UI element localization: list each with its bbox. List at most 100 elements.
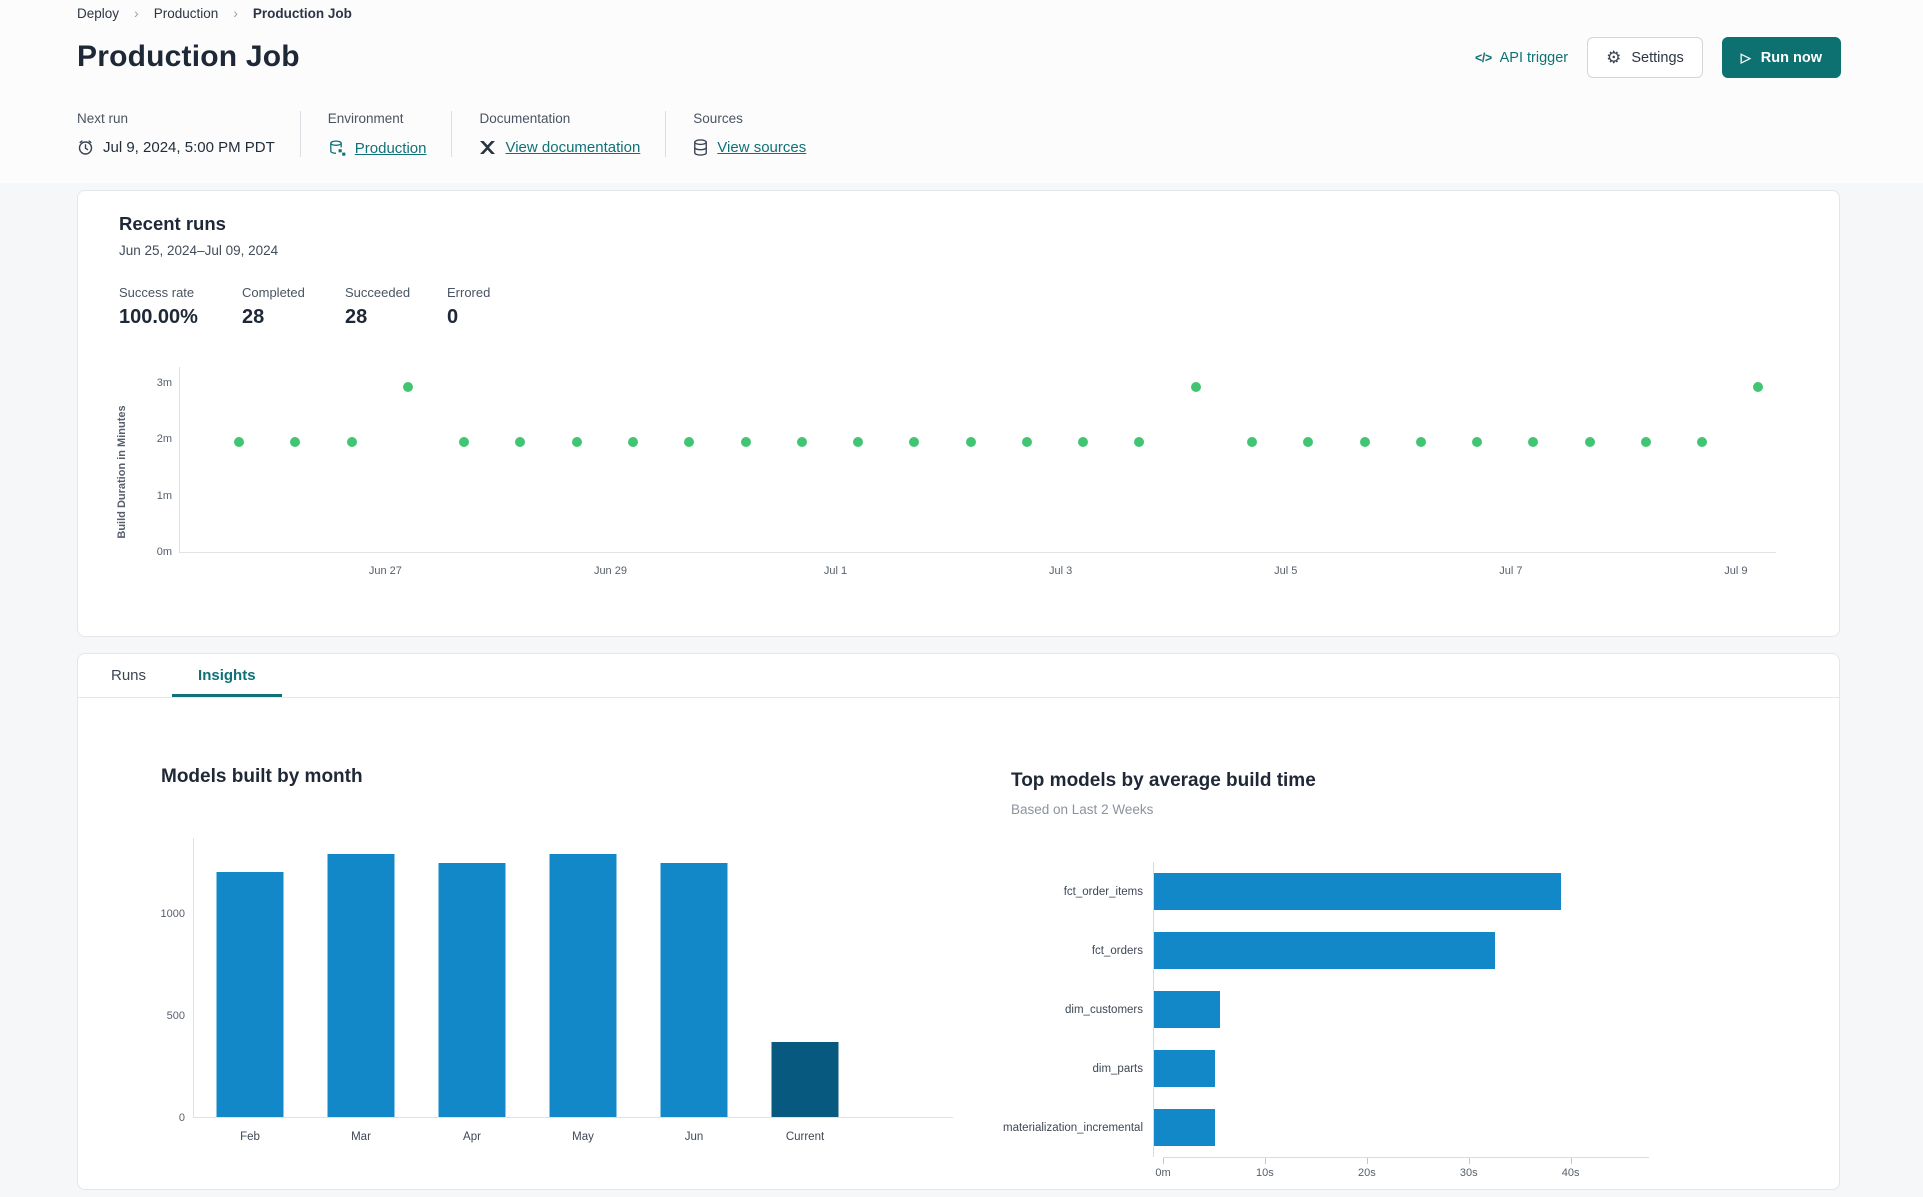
recent-runs-card: Recent runs Jun 25, 2024–Jul 09, 2024 Su… <box>77 190 1840 637</box>
tab-insights[interactable]: Insights <box>172 654 282 697</box>
breadcrumb-production[interactable]: Production <box>153 5 219 21</box>
top-models-chart-subtitle: Based on Last 2 Weeks <box>1011 802 1154 817</box>
run-duration-point <box>1697 437 1708 448</box>
top-models-hbar-chart: fct_order_items fct_orders dim_customers di… <box>931 862 1721 1179</box>
hbar-x-tick: 10s <box>1256 1167 1274 1179</box>
api-trigger-link[interactable]: </> API trigger <box>1475 50 1568 66</box>
month-bar <box>660 863 728 1117</box>
documentation-label: Documentation <box>479 111 571 126</box>
stat-errored: Errored 0 <box>447 285 491 328</box>
month-bar-label: Apr <box>463 1131 481 1143</box>
view-sources-link[interactable]: View sources <box>717 139 807 156</box>
run-duration-point <box>459 437 470 448</box>
breadcrumb: Deploy › Production › Production Job <box>77 5 352 21</box>
recent-runs-title: Recent runs <box>119 213 226 234</box>
tab-bar: Runs Insights <box>78 654 1839 698</box>
run-duration-point <box>853 437 864 448</box>
model-build-time-row: fct_order_items <box>931 862 1721 921</box>
next-run-section: Next run Jul 9, 2024, 5:00 PM PDT <box>77 111 300 157</box>
models-built-chart-title: Models built by month <box>161 766 363 787</box>
top-models-chart-title: Top models by average build time <box>1011 770 1316 791</box>
build-duration-scatter-chart: 0m 1m 2m 3m Jun 27 Jun 29 Jul 1 Jul 3 Jul 5 Jul 7… <box>157 367 1776 577</box>
hbar-x-tick: 0m <box>1155 1167 1171 1179</box>
model-build-time-bar <box>1154 932 1495 969</box>
model-build-time-bar <box>1154 1109 1216 1146</box>
hbar-tick-mark <box>1264 1158 1266 1164</box>
run-duration-point <box>515 437 526 448</box>
model-name-label: dim_customers <box>1065 1003 1143 1016</box>
scatter-y-tick: 3m <box>156 377 172 390</box>
month-bar <box>327 854 395 1117</box>
settings-button[interactable]: ⚙ Settings <box>1587 37 1703 78</box>
model-bar-track <box>1153 862 1631 921</box>
model-build-time-row: dim_customers <box>931 980 1721 1039</box>
model-bar-track <box>1153 1098 1631 1157</box>
model-build-time-bar <box>1154 991 1221 1028</box>
run-duration-point <box>1303 437 1314 448</box>
dbt-docs-icon <box>479 140 496 155</box>
hbar-tick-mark <box>1570 1158 1572 1164</box>
run-now-button[interactable]: ▷ Run now <box>1721 37 1841 78</box>
chevron-right-icon: › <box>233 5 238 21</box>
scatter-x-tick: Jul 9 <box>1724 565 1748 577</box>
model-build-time-bar <box>1154 1050 1216 1087</box>
scatter-x-tick: Jul 1 <box>823 565 848 577</box>
scatter-x-tick: Jul 5 <box>1274 565 1298 577</box>
header-actions: </> API trigger ⚙ Settings ▷ Run now <box>1475 37 1841 78</box>
scatter-x-tick: Jul 7 <box>1499 565 1523 577</box>
scatter-y-axis-label: Build Duration in Minutes <box>116 405 128 539</box>
view-documentation-link[interactable]: View documentation <box>505 139 641 156</box>
run-duration-point <box>627 437 638 448</box>
run-duration-point <box>684 437 695 448</box>
tab-runs[interactable]: Runs <box>111 667 147 684</box>
next-run-label: Next run <box>77 111 129 126</box>
model-name-label: dim_parts <box>1092 1062 1144 1075</box>
environment-link[interactable]: Production <box>354 139 427 157</box>
models-built-bar-chart: Feb Mar Apr May Jun Current 0 500 1000 <box>161 838 953 1143</box>
breadcrumb-deploy[interactable]: Deploy <box>77 5 120 21</box>
database-icon <box>693 139 708 156</box>
month-bar-label: Current <box>785 1131 825 1143</box>
model-bar-track <box>1153 980 1631 1039</box>
model-name-label: materialization_incremental <box>1003 1121 1143 1134</box>
run-duration-point <box>1021 437 1032 448</box>
hbar-tick-mark <box>1366 1158 1368 1164</box>
hbar-tick-mark <box>1163 1158 1164 1164</box>
clock-icon <box>77 139 94 156</box>
environment-label: Environment <box>327 111 404 126</box>
run-duration-point <box>1359 437 1370 448</box>
chevron-right-icon: › <box>134 5 139 21</box>
run-duration-point <box>346 437 357 448</box>
run-duration-point <box>1528 437 1539 448</box>
model-build-time-row: dim_parts <box>931 1039 1721 1098</box>
vbar-y-tick: 1000 <box>160 908 185 920</box>
hbar-x-tick: 40s <box>1561 1167 1580 1179</box>
model-bar-track <box>1153 921 1631 980</box>
page-header-background <box>0 0 1923 183</box>
run-duration-point <box>1078 437 1089 448</box>
scatter-y-tick: 0m <box>156 546 172 558</box>
hbar-tick-mark <box>1468 1158 1470 1164</box>
run-duration-point <box>1190 382 1201 393</box>
run-duration-point <box>1753 382 1764 393</box>
run-now-label: Run now <box>1760 49 1822 66</box>
stat-success-rate: Success rate 100.00% <box>119 285 198 328</box>
sources-section: Sources View sources <box>665 111 831 157</box>
documentation-section: Documentation View documentation <box>451 111 665 157</box>
scatter-x-tick: Jun 29 <box>593 565 627 577</box>
stat-succeeded: Succeeded 28 <box>345 285 411 328</box>
code-icon: </> <box>1475 50 1492 65</box>
month-bar-label: Jun <box>684 1131 704 1143</box>
recent-runs-stats: Success rate 100.00% Completed 28 Succee… <box>119 285 490 329</box>
scatter-y-tick: 1m <box>156 489 172 502</box>
month-bar-label: Feb <box>240 1131 260 1143</box>
run-duration-point <box>1584 437 1595 448</box>
vbar-y-tick: 0 <box>178 1112 185 1124</box>
hbar-x-tick: 30s <box>1459 1167 1478 1179</box>
vbar-y-tick: 500 <box>166 1010 185 1022</box>
model-build-time-bar <box>1154 873 1561 910</box>
run-duration-point <box>1640 437 1651 448</box>
run-duration-point <box>234 437 245 448</box>
model-build-time-row: materialization_incremental <box>931 1098 1721 1157</box>
